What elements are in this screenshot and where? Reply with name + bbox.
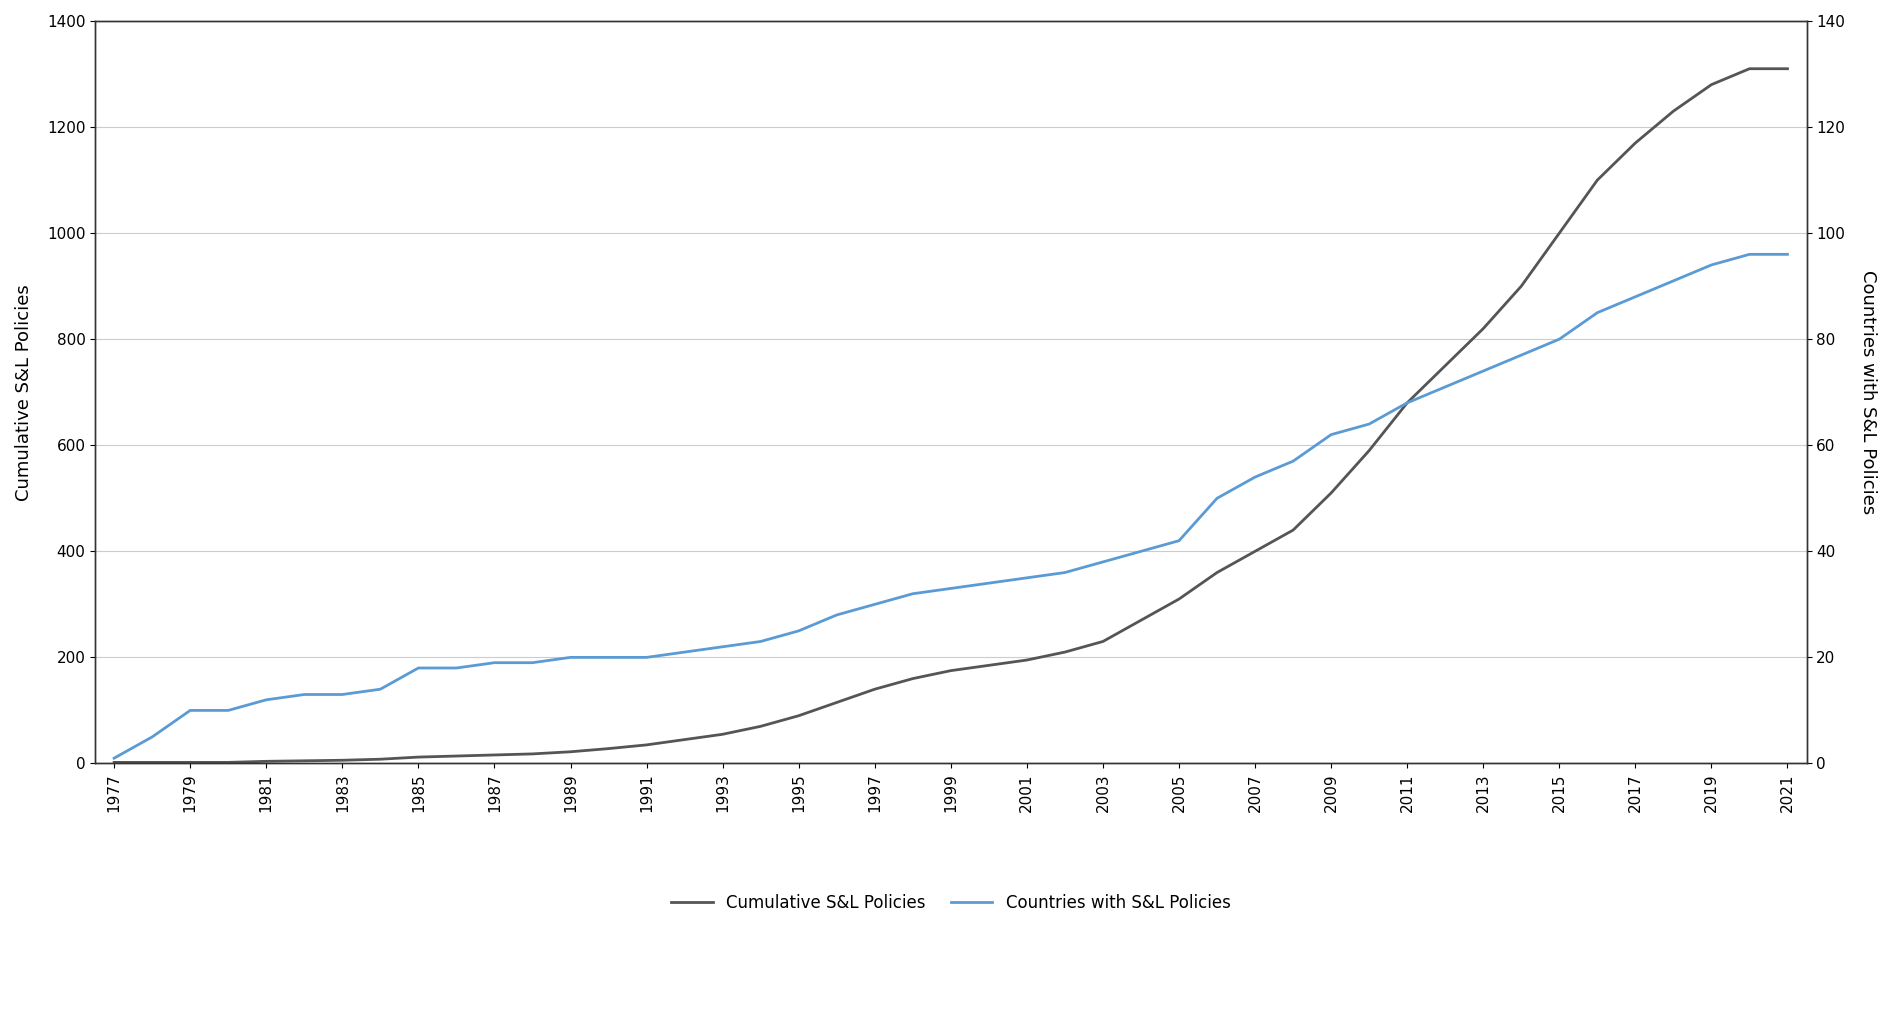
Cumulative S&L Policies [560, 746, 583, 758]
Cumulative S&L Policies [445, 750, 467, 762]
Countries with S&L Policies [255, 694, 278, 706]
Countries with S&L Policies [825, 608, 848, 621]
Cumulative S&L Policies [674, 734, 696, 746]
Cumulative S&L Policies [598, 743, 621, 755]
Cumulative S&L Policies [825, 697, 848, 709]
Cumulative S&L Policies [1661, 105, 1684, 117]
Line: Countries with S&L Policies: Countries with S&L Policies [114, 254, 1788, 758]
Cumulative S&L Policies [1130, 615, 1152, 627]
Countries with S&L Policies [1092, 556, 1114, 568]
Countries with S&L Policies [674, 646, 696, 659]
Cumulative S&L Policies [1510, 280, 1533, 292]
Cumulative S&L Policies [1167, 593, 1190, 605]
Countries with S&L Policies [1777, 248, 1799, 261]
Countries with S&L Policies [1130, 545, 1152, 557]
Countries with S&L Policies [140, 731, 163, 743]
Countries with S&L Policies [978, 577, 1001, 589]
Countries with S&L Policies [863, 598, 885, 610]
Cumulative S&L Policies [1701, 78, 1724, 90]
Countries with S&L Policies [1623, 290, 1646, 303]
Cumulative S&L Policies [901, 672, 923, 684]
Countries with S&L Policies [1321, 429, 1343, 441]
Y-axis label: Cumulative S&L Policies: Cumulative S&L Policies [15, 284, 32, 501]
Countries with S&L Policies [218, 704, 240, 716]
Countries with S&L Policies [293, 688, 316, 701]
Cumulative S&L Policies [102, 756, 125, 768]
Cumulative S&L Policies [636, 739, 658, 751]
Cumulative S&L Policies [1281, 524, 1304, 537]
Countries with S&L Policies [1396, 397, 1419, 409]
Cumulative S&L Policies [1623, 136, 1646, 149]
Countries with S&L Policies [1205, 492, 1228, 505]
Countries with S&L Policies [787, 625, 810, 637]
Countries with S&L Policies [636, 652, 658, 664]
Cumulative S&L Policies [787, 710, 810, 722]
Countries with S&L Policies [445, 662, 467, 674]
Cumulative S&L Policies [255, 755, 278, 767]
Cumulative S&L Policies [1472, 322, 1495, 334]
Countries with S&L Policies [1472, 365, 1495, 378]
Countries with S&L Policies [1585, 307, 1608, 319]
Cumulative S&L Policies [180, 756, 202, 768]
Countries with S&L Policies [1510, 349, 1533, 361]
Cumulative S&L Policies [482, 749, 505, 761]
Cumulative S&L Policies [331, 754, 354, 766]
Cumulative S&L Policies [1739, 63, 1761, 75]
Cumulative S&L Policies [1548, 227, 1570, 239]
Countries with S&L Policies [1434, 381, 1457, 393]
Countries with S&L Policies [102, 752, 125, 764]
Cumulative S&L Policies [1358, 444, 1381, 457]
Cumulative S&L Policies [1205, 566, 1228, 579]
Countries with S&L Policies [520, 657, 543, 669]
Cumulative S&L Policies [863, 683, 885, 696]
Cumulative S&L Policies [369, 753, 392, 765]
Cumulative S&L Policies [1016, 654, 1039, 666]
Cumulative S&L Policies [293, 755, 316, 767]
Cumulative S&L Policies [1396, 397, 1419, 409]
Cumulative S&L Policies [407, 751, 429, 763]
Cumulative S&L Policies [749, 720, 772, 733]
Cumulative S&L Policies [218, 756, 240, 768]
Countries with S&L Policies [1243, 471, 1266, 483]
Countries with S&L Policies [1016, 571, 1039, 584]
Countries with S&L Policies [940, 583, 963, 595]
Cumulative S&L Policies [940, 665, 963, 677]
Legend: Cumulative S&L Policies, Countries with S&L Policies: Cumulative S&L Policies, Countries with … [664, 887, 1237, 918]
Countries with S&L Policies [560, 652, 583, 664]
Countries with S&L Policies [711, 640, 734, 653]
Cumulative S&L Policies [1243, 545, 1266, 557]
Cumulative S&L Policies [1777, 63, 1799, 75]
Countries with S&L Policies [598, 652, 621, 664]
Cumulative S&L Policies [978, 659, 1001, 671]
Cumulative S&L Policies [140, 756, 163, 768]
Countries with S&L Policies [1281, 455, 1304, 467]
Cumulative S&L Policies [1585, 174, 1608, 187]
Countries with S&L Policies [482, 657, 505, 669]
Cumulative S&L Policies [711, 728, 734, 741]
Countries with S&L Policies [1739, 248, 1761, 261]
Countries with S&L Policies [1661, 275, 1684, 287]
Countries with S&L Policies [1358, 418, 1381, 430]
Y-axis label: Countries with S&L Policies: Countries with S&L Policies [1860, 270, 1877, 514]
Countries with S&L Policies [1054, 566, 1077, 579]
Line: Cumulative S&L Policies: Cumulative S&L Policies [114, 69, 1788, 762]
Countries with S&L Policies [1548, 333, 1570, 346]
Cumulative S&L Policies [1321, 486, 1343, 499]
Countries with S&L Policies [1167, 535, 1190, 547]
Countries with S&L Policies [1701, 259, 1724, 271]
Countries with S&L Policies [901, 588, 923, 600]
Countries with S&L Policies [407, 662, 429, 674]
Cumulative S&L Policies [1434, 359, 1457, 371]
Countries with S&L Policies [369, 683, 392, 696]
Countries with S&L Policies [331, 688, 354, 701]
Countries with S&L Policies [180, 704, 202, 716]
Countries with S&L Policies [749, 635, 772, 647]
Cumulative S&L Policies [1092, 635, 1114, 647]
Cumulative S&L Policies [520, 748, 543, 760]
Cumulative S&L Policies [1054, 646, 1077, 659]
